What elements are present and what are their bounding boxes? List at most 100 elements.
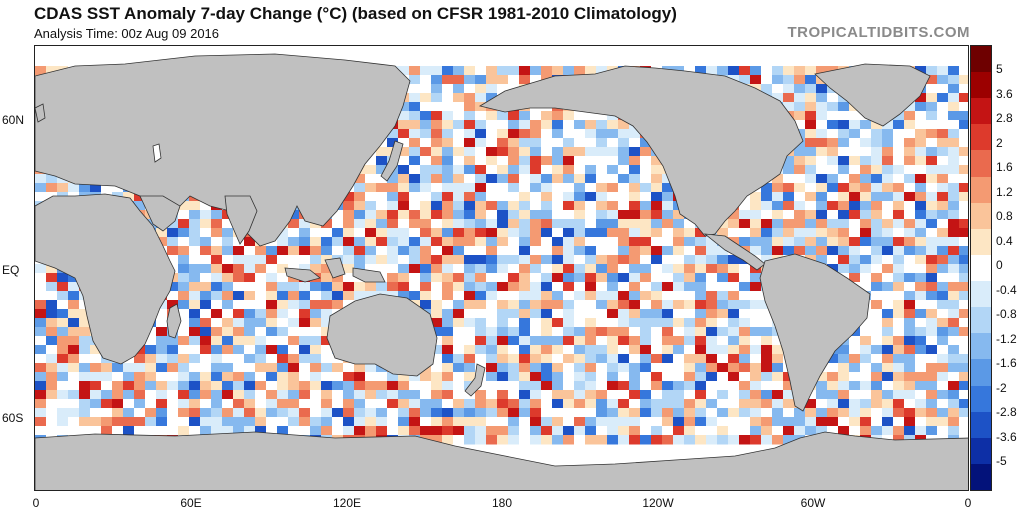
anomaly-cell [365, 174, 377, 184]
anomaly-cell [860, 273, 872, 283]
anomaly-cell [244, 318, 256, 328]
anomaly-cell [717, 417, 729, 427]
anomaly-cell [431, 435, 443, 445]
anomaly-cell [189, 381, 201, 391]
anomaly-cell [772, 435, 784, 445]
anomaly-cell [453, 264, 465, 274]
anomaly-cell [563, 336, 575, 346]
anomaly-cell [387, 183, 399, 193]
anomaly-cell [134, 426, 146, 436]
anomaly-cell [387, 201, 399, 211]
anomaly-cell [937, 354, 949, 364]
anomaly-cell [112, 408, 124, 418]
anomaly-cell [332, 246, 344, 256]
anomaly-cell [299, 291, 311, 301]
anomaly-cell [321, 345, 333, 355]
anomaly-cell [233, 354, 245, 364]
anomaly-cell [398, 282, 410, 292]
anomaly-cell [816, 390, 828, 400]
anomaly-cell [926, 336, 938, 346]
anomaly-cell [486, 192, 498, 202]
anomaly-cell [706, 336, 718, 346]
anomaly-cell [816, 210, 828, 220]
anomaly-cell [871, 156, 883, 166]
anomaly-cell [310, 345, 322, 355]
anomaly-cell [189, 228, 201, 238]
anomaly-cell [530, 75, 542, 85]
anomaly-cell [607, 192, 619, 202]
anomaly-cell [915, 210, 927, 220]
anomaly-cell [332, 372, 344, 382]
anomaly-cell [398, 372, 410, 382]
anomaly-cell [420, 165, 432, 175]
anomaly-cell [376, 156, 388, 166]
anomaly-cell [728, 264, 740, 274]
anomaly-cell [849, 183, 861, 193]
anomaly-cell [497, 399, 509, 409]
anomaly-cell [244, 372, 256, 382]
anomaly-cell [354, 192, 366, 202]
anomaly-cell [882, 210, 894, 220]
anomaly-cell [937, 327, 949, 337]
anomaly-cell [288, 228, 300, 238]
anomaly-cell [816, 408, 828, 418]
anomaly-cell [46, 390, 58, 400]
anomaly-cell [750, 435, 762, 445]
anomaly-cell [915, 363, 927, 373]
anomaly-cell [915, 390, 927, 400]
anomaly-cell [684, 237, 696, 247]
anomaly-cell [563, 183, 575, 193]
anomaly-cell [651, 318, 663, 328]
anomaly-cell [893, 399, 905, 409]
anomaly-cell [728, 336, 740, 346]
anomaly-cell [904, 372, 916, 382]
anomaly-cell [805, 192, 817, 202]
anomaly-cell [354, 201, 366, 211]
anomaly-cell [706, 237, 718, 247]
anomaly-cell [585, 147, 597, 157]
anomaly-cell [453, 408, 465, 418]
anomaly-cell [486, 219, 498, 229]
anomaly-cell [772, 246, 784, 256]
anomaly-cell [684, 426, 696, 436]
anomaly-cell [662, 309, 674, 319]
anomaly-cell [310, 372, 322, 382]
anomaly-cell [915, 201, 927, 211]
anomaly-cell [409, 246, 421, 256]
anomaly-cell [365, 282, 377, 292]
anomaly-cell [904, 111, 916, 121]
anomaly-cell [739, 390, 751, 400]
anomaly-cell [937, 174, 949, 184]
anomaly-cell [563, 264, 575, 274]
anomaly-cell [915, 228, 927, 238]
anomaly-cell [574, 372, 586, 382]
anomaly-cell [651, 300, 663, 310]
anomaly-cell [178, 336, 190, 346]
anomaly-cell [618, 165, 630, 175]
anomaly-cell [805, 156, 817, 166]
anomaly-cell [475, 435, 487, 445]
anomaly-cell [552, 201, 564, 211]
anomaly-cell [244, 291, 256, 301]
anomaly-cell [750, 390, 762, 400]
anomaly-cell [651, 408, 663, 418]
anomaly-cell [926, 210, 938, 220]
anomaly-cell [508, 255, 520, 265]
anomaly-cell [574, 228, 586, 238]
anomaly-cell [948, 408, 960, 418]
anomaly-cell [574, 309, 586, 319]
anomaly-cell [893, 318, 905, 328]
anomaly-cell [365, 390, 377, 400]
anomaly-cell [486, 165, 498, 175]
anomaly-cell [959, 147, 968, 157]
anomaly-cell [959, 282, 968, 292]
anomaly-cell [387, 138, 399, 148]
anomaly-cell [574, 201, 586, 211]
anomaly-cell [398, 66, 410, 76]
anomaly-cell [79, 399, 91, 409]
anomaly-cell [651, 390, 663, 400]
anomaly-cell [618, 282, 630, 292]
anomaly-cell [629, 417, 641, 427]
anomaly-cell [464, 300, 476, 310]
anomaly-cell [497, 111, 509, 121]
